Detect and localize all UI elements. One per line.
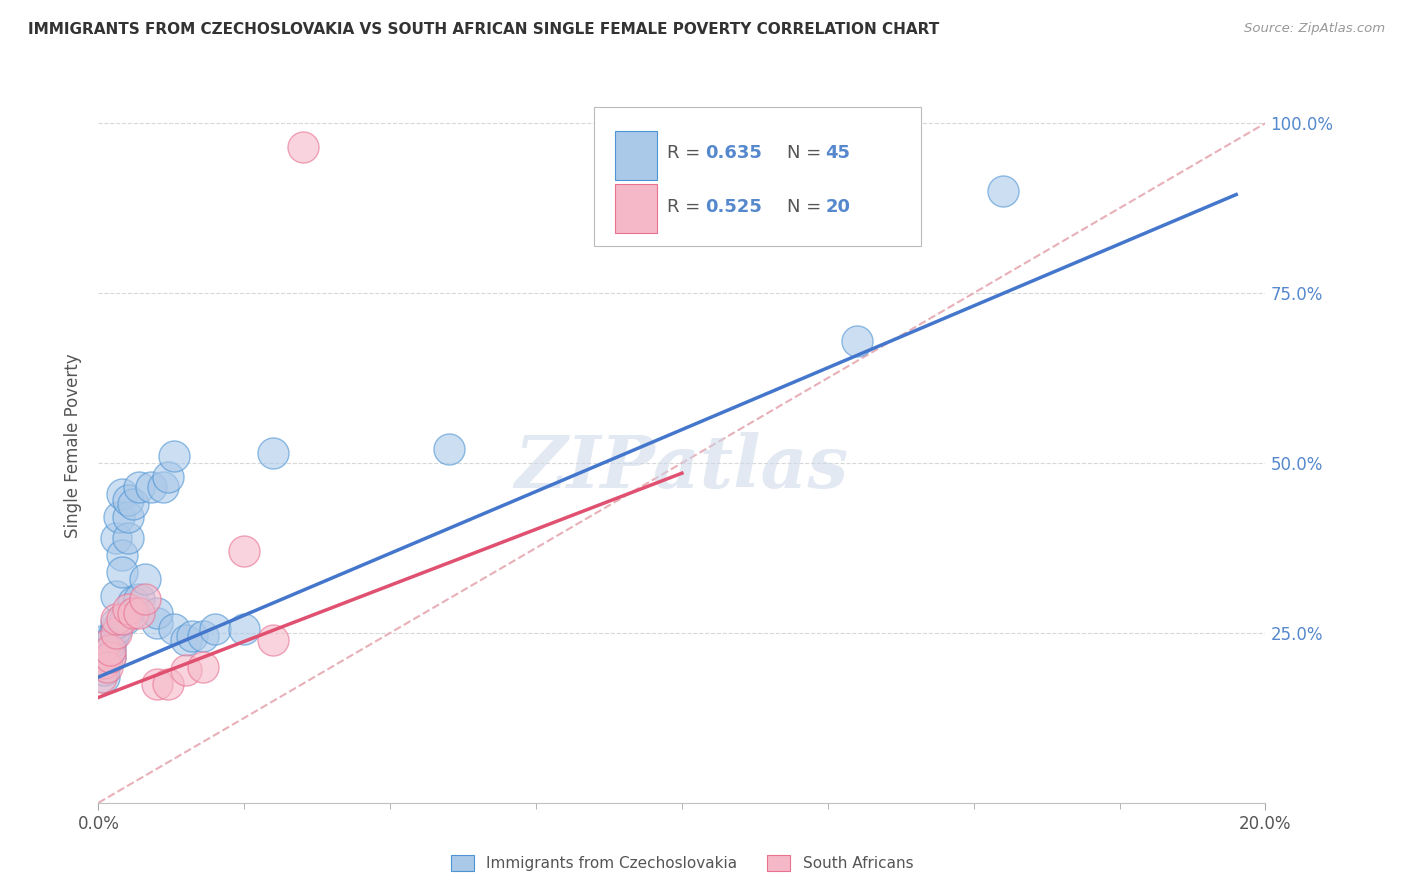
Point	[193, 660, 215, 674]
FancyBboxPatch shape	[595, 107, 921, 246]
Point	[114, 612, 136, 626]
Point	[180, 629, 202, 643]
Text: 0.635: 0.635	[706, 145, 762, 162]
Point	[128, 591, 150, 606]
Text: N =: N =	[787, 145, 827, 162]
Point	[117, 510, 139, 524]
Point	[90, 670, 112, 684]
Text: 20: 20	[825, 198, 851, 216]
Point	[98, 643, 121, 657]
Point	[111, 612, 134, 626]
Point	[98, 643, 121, 657]
Point	[163, 449, 186, 463]
Point	[93, 670, 115, 684]
Point	[122, 606, 145, 620]
Point	[94, 632, 117, 647]
Point	[111, 548, 134, 562]
Point	[98, 636, 121, 650]
Point	[139, 480, 162, 494]
Point	[96, 648, 118, 662]
Point	[174, 663, 197, 677]
Point	[93, 663, 115, 677]
Point	[146, 606, 169, 620]
Text: 45: 45	[825, 145, 851, 162]
Point	[233, 623, 256, 637]
Point	[991, 184, 1014, 198]
Text: R =: R =	[666, 198, 706, 216]
Point	[101, 629, 124, 643]
Point	[134, 591, 156, 606]
Point	[93, 657, 115, 671]
Point	[291, 140, 314, 154]
Point	[111, 565, 134, 579]
Point	[262, 632, 284, 647]
Point	[98, 649, 121, 664]
Point	[93, 640, 115, 654]
Point	[111, 486, 134, 500]
Text: 0.525: 0.525	[706, 198, 762, 216]
Text: ZIPatlas: ZIPatlas	[515, 432, 849, 503]
Point	[117, 531, 139, 545]
Point	[91, 646, 114, 660]
Text: Source: ZipAtlas.com: Source: ZipAtlas.com	[1244, 22, 1385, 36]
Point	[104, 589, 127, 603]
Point	[163, 623, 186, 637]
Point	[117, 493, 139, 508]
Point	[104, 615, 127, 630]
Point	[262, 446, 284, 460]
Point	[146, 615, 169, 630]
Point	[204, 623, 226, 637]
Point	[845, 334, 868, 348]
Point	[117, 602, 139, 616]
Y-axis label: Single Female Poverty: Single Female Poverty	[65, 354, 83, 538]
Point	[134, 572, 156, 586]
Point	[152, 480, 174, 494]
Point	[93, 653, 115, 667]
Point	[93, 640, 115, 654]
Text: N =: N =	[787, 198, 827, 216]
Point	[122, 595, 145, 609]
FancyBboxPatch shape	[616, 184, 658, 234]
Text: IMMIGRANTS FROM CZECHOSLOVAKIA VS SOUTH AFRICAN SINGLE FEMALE POVERTY CORRELATIO: IMMIGRANTS FROM CZECHOSLOVAKIA VS SOUTH …	[28, 22, 939, 37]
Point	[128, 606, 150, 620]
Point	[157, 677, 180, 691]
Point	[437, 442, 460, 457]
Point	[122, 497, 145, 511]
Point	[108, 510, 131, 524]
Point	[90, 649, 112, 664]
FancyBboxPatch shape	[616, 130, 658, 180]
Point	[98, 649, 121, 664]
Point	[104, 531, 127, 545]
Point	[233, 544, 256, 558]
Point	[146, 677, 169, 691]
Point	[174, 632, 197, 647]
Point	[193, 629, 215, 643]
Point	[96, 660, 118, 674]
Point	[104, 626, 127, 640]
Point	[104, 623, 127, 637]
Point	[157, 469, 180, 483]
Point	[128, 480, 150, 494]
Legend: Immigrants from Czechoslovakia, South Africans: Immigrants from Czechoslovakia, South Af…	[444, 849, 920, 877]
Point	[104, 612, 127, 626]
Text: R =: R =	[666, 145, 706, 162]
